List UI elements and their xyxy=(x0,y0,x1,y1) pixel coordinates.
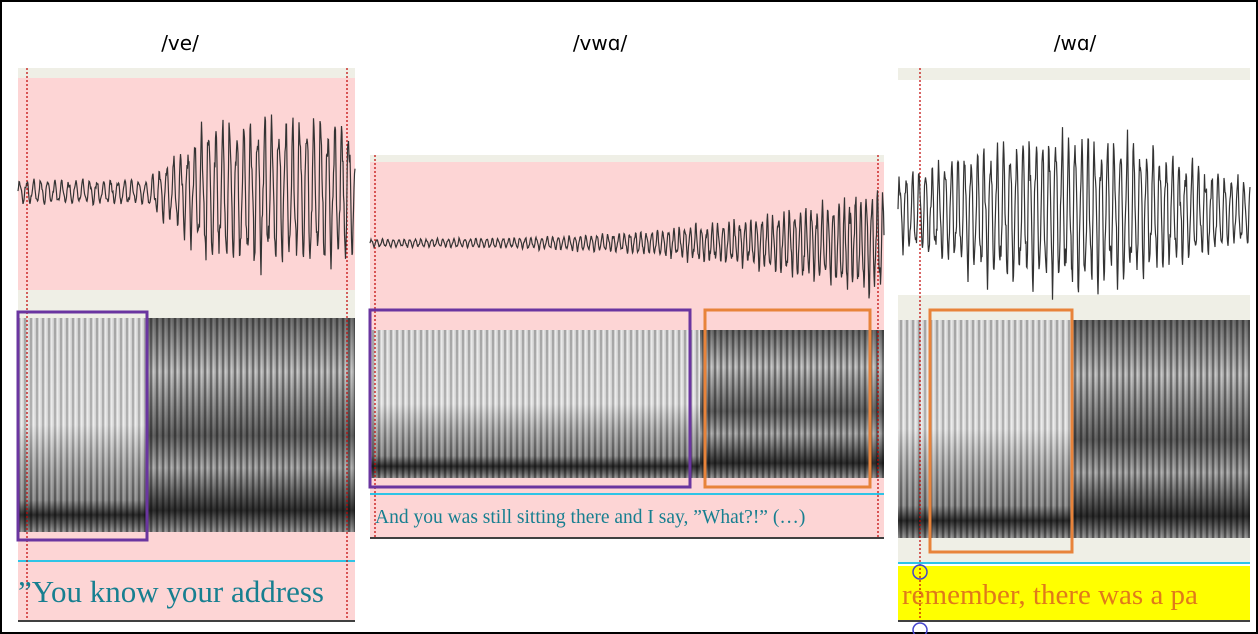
panel-title: /wɑ/ xyxy=(1054,31,1097,55)
panel xyxy=(18,68,355,621)
transcript: And you was still sitting there and I sa… xyxy=(375,507,805,528)
panel-title: /ve/ xyxy=(161,31,199,55)
panel xyxy=(370,155,884,538)
figure: /ve/ ”You know your address /vwɑ/ And yo… xyxy=(0,0,1258,634)
panel-title: /vwɑ/ xyxy=(573,31,628,55)
transcript: remember, there was a pa xyxy=(902,579,1198,611)
transcript: ”You know your address xyxy=(18,574,324,609)
panel xyxy=(898,68,1250,634)
